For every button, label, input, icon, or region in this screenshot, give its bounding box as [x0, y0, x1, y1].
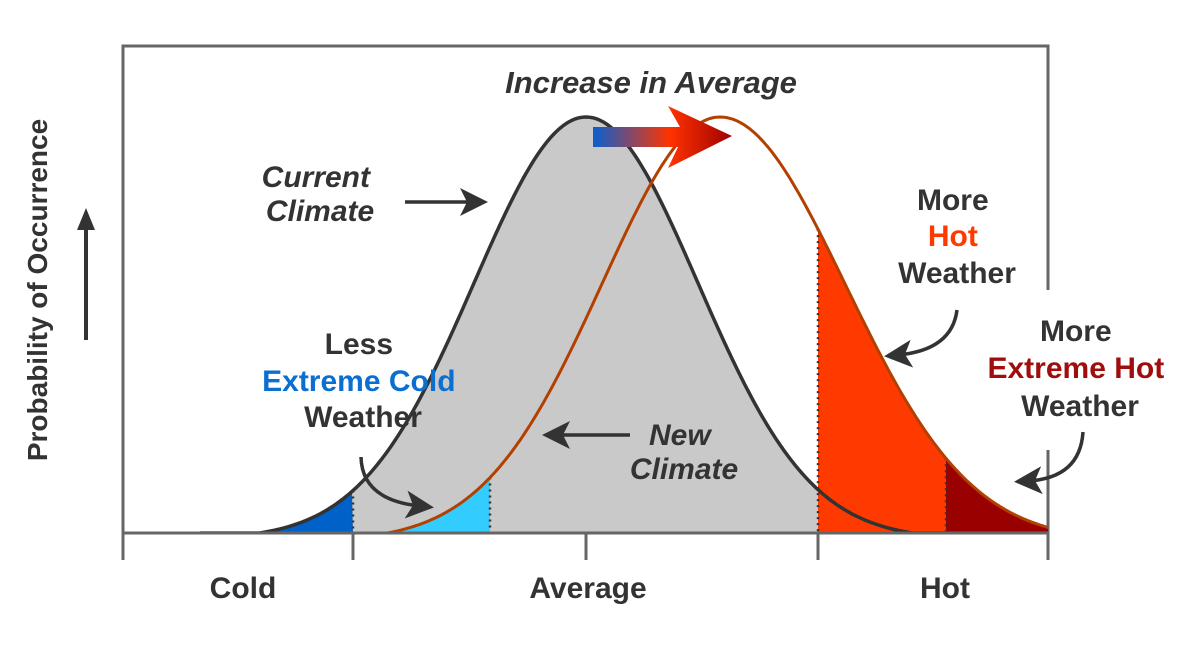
- more-hot-area: [818, 229, 946, 533]
- more-extreme-hot-arrow-icon: [1014, 431, 1085, 495]
- more-hot-arrow-icon: [884, 309, 959, 368]
- current-climate-label: Current Climate: [262, 161, 379, 228]
- extreme-cold-new-area: [340, 477, 490, 533]
- shift-right-arrow-icon: [593, 106, 732, 168]
- new-climate-label: New Climate: [630, 419, 738, 486]
- x-axis-ticks: [121, 533, 1050, 560]
- x-label-cold: Cold: [210, 572, 277, 605]
- y-axis-label: Probability of Occurrence: [22, 119, 53, 461]
- x-label-hot: Hot: [920, 572, 970, 605]
- current-climate-area: [200, 117, 1048, 533]
- x-label-average: Average: [529, 572, 646, 605]
- up-arrow-icon: [77, 208, 95, 340]
- less-cold-arrow-icon: [359, 456, 434, 519]
- more-hot-label: More Hot Weather: [898, 184, 1016, 290]
- extreme-cold-current-area: [200, 491, 353, 533]
- more-extreme-hot-label: More Extreme Hot Weather: [987, 315, 1172, 423]
- title: Increase in Average: [505, 65, 797, 100]
- threshold-dotted-lines: [351, 229, 948, 533]
- less-extreme-cold-label: Less Extreme Cold Weather: [262, 328, 464, 434]
- extreme-hot-area: [946, 458, 1048, 533]
